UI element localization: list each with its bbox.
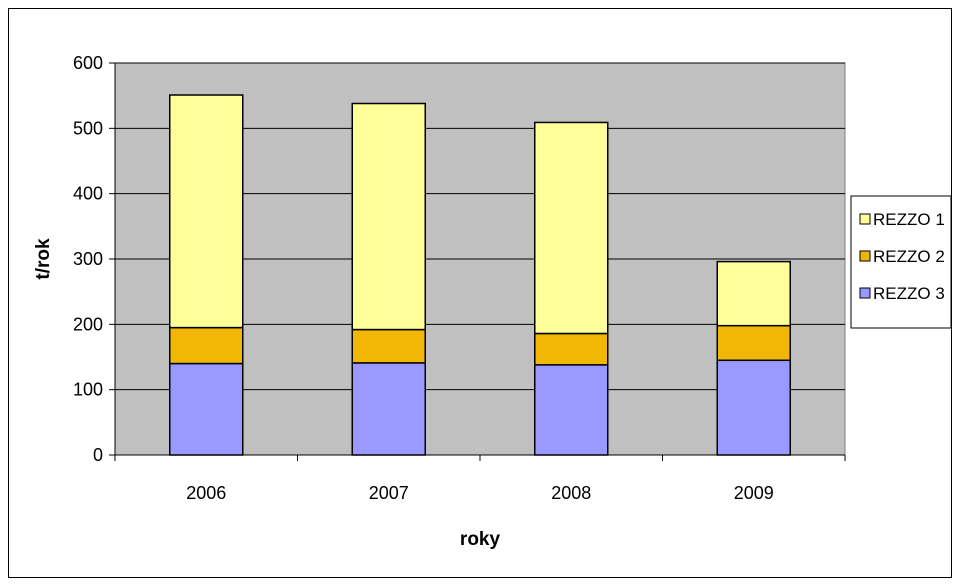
x-tick-label: 2008 [551, 483, 591, 503]
y-tick-label: 100 [73, 380, 103, 400]
legend-entry: REZZO 3 [873, 284, 945, 303]
x-axis-title: roky [460, 529, 501, 550]
legend-entry: REZZO 1 [873, 210, 945, 229]
chart-frame: 0 100 200 300 400 500 600 2006 2007 2008 2009 rok… [8, 8, 952, 578]
x-tick-label: 2009 [734, 483, 774, 503]
bar-rezzo-2-2009 [716, 324, 791, 362]
legend-swatch [859, 287, 871, 299]
bar-rezzo-1-2008 [534, 121, 609, 335]
y-tick-label: 500 [73, 118, 103, 138]
x-tick-label: 2006 [186, 483, 226, 503]
legend: REZZO 1 REZZO 2 REZZO 3 [850, 195, 952, 329]
legend-swatch [859, 213, 871, 225]
bars [169, 94, 791, 456]
y-axis-title: t/rok [33, 238, 54, 280]
axes [109, 62, 846, 461]
stacked-bar-chart: 0 100 200 300 400 500 600 2006 2007 2008 2009 rok… [33, 53, 952, 550]
legend-entry: REZZO 2 [873, 247, 945, 266]
bar-rezzo-3-2009 [716, 359, 791, 456]
bar-rezzo-3-2008 [534, 364, 609, 456]
bar-rezzo-1-2009 [716, 260, 791, 327]
y-tick-label: 400 [73, 184, 103, 204]
x-tick-label: 2007 [369, 483, 409, 503]
bar-rezzo-3-2007 [351, 362, 426, 456]
bar-rezzo-3-2006 [169, 362, 244, 456]
bar-rezzo-1-2007 [351, 102, 426, 331]
x-tick-labels: 2006 2007 2008 2009 [186, 483, 774, 503]
bar-rezzo-2-2006 [169, 326, 244, 365]
bar-rezzo-2-2008 [534, 332, 609, 366]
bar-rezzo-2-2007 [351, 328, 426, 364]
y-tick-label: 0 [93, 445, 103, 465]
y-tick-label: 300 [73, 249, 103, 269]
y-tick-label: 200 [73, 314, 103, 334]
legend-swatch [859, 250, 871, 262]
bar-rezzo-1-2006 [169, 94, 244, 329]
y-tick-label: 600 [73, 53, 103, 73]
y-tick-labels: 0 100 200 300 400 500 600 [73, 53, 103, 465]
